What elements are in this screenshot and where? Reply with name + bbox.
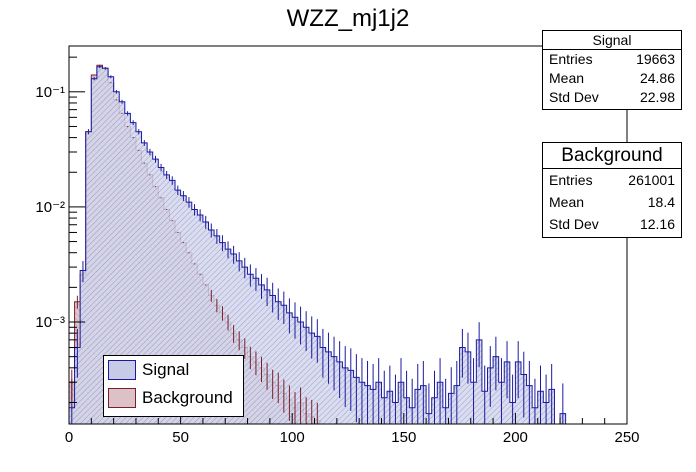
x-tick-label: 150 (391, 429, 416, 446)
signal-stats-box: Signal Entries 19663 Mean 24.86 Std Dev 22.… (542, 30, 682, 110)
signal-entries-label: Entries (549, 51, 593, 67)
y-tick-label: 10⁻¹ (35, 84, 65, 101)
x-axis: 0 50 100 150 200 250 (65, 413, 640, 446)
legend-background-label: Background (142, 388, 233, 407)
x-tick-label: 0 (65, 429, 73, 446)
background-stats-box: Background Entries 261001 Mean 18.4 Std De… (542, 142, 682, 238)
x-tick-label: 200 (503, 429, 528, 446)
background-swatch (108, 388, 136, 408)
signal-std-value: 22.98 (639, 89, 675, 105)
y-tick-label: 10⁻² (35, 199, 65, 216)
background-entries-label: Entries (549, 172, 593, 188)
background-mean-value: 18.4 (647, 194, 675, 210)
legend-signal-label: Signal (142, 360, 190, 379)
x-tick-label: 100 (280, 429, 305, 446)
error-bars (71, 64, 564, 424)
legend: Signal Background (103, 355, 244, 417)
x-tick-label: 250 (614, 429, 639, 446)
signal-mean-label: Mean (549, 70, 585, 86)
x-tick-label: 50 (172, 429, 189, 446)
signal-std-label: Std Dev (549, 89, 599, 105)
y-tick-label: 10⁻³ (35, 314, 65, 331)
background-std-value: 12.16 (639, 216, 675, 232)
background-std-label: Std Dev (549, 216, 599, 232)
signal-stats-title: Signal (543, 31, 681, 50)
background-stats-title: Background (543, 143, 681, 169)
legend-entry-signal: Signal (104, 356, 243, 384)
background-mean-label: Mean (549, 194, 585, 210)
signal-swatch (108, 360, 136, 380)
legend-entry-background: Background (104, 384, 243, 412)
background-entries-value: 261001 (628, 172, 675, 188)
signal-entries-value: 19663 (636, 51, 675, 67)
y-axis: 10⁻³ 10⁻² 10⁻¹ (35, 56, 85, 403)
signal-mean-value: 24.86 (639, 70, 675, 86)
chart-title: WZZ_mj1j2 (287, 5, 410, 32)
